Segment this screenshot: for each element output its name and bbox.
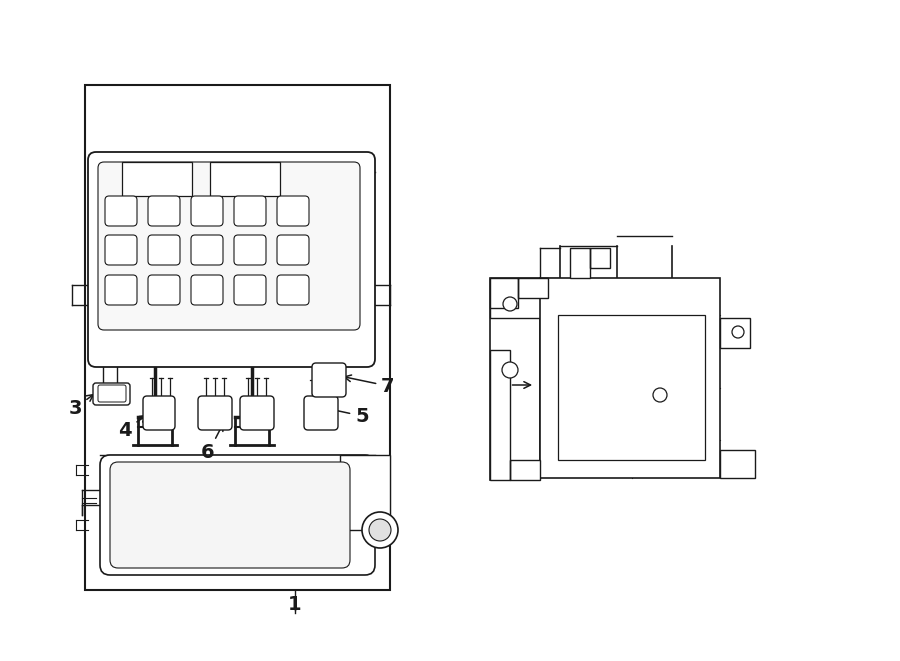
- Circle shape: [653, 388, 667, 402]
- Polygon shape: [570, 248, 610, 278]
- Text: 3: 3: [68, 395, 94, 418]
- Text: 1: 1: [288, 596, 302, 615]
- Circle shape: [362, 512, 398, 548]
- FancyBboxPatch shape: [98, 385, 126, 402]
- FancyBboxPatch shape: [98, 162, 360, 330]
- Bar: [85, 85, 390, 590]
- FancyBboxPatch shape: [277, 275, 309, 305]
- FancyBboxPatch shape: [143, 396, 175, 430]
- FancyBboxPatch shape: [105, 275, 137, 305]
- FancyBboxPatch shape: [240, 396, 274, 430]
- FancyBboxPatch shape: [100, 455, 375, 575]
- Bar: [210, 162, 280, 196]
- Text: 4: 4: [118, 416, 147, 440]
- Bar: [558, 315, 705, 460]
- Text: 7: 7: [345, 375, 395, 395]
- Bar: [540, 278, 720, 478]
- Circle shape: [502, 362, 518, 378]
- FancyBboxPatch shape: [277, 235, 309, 265]
- Polygon shape: [490, 278, 548, 308]
- Circle shape: [369, 519, 391, 541]
- Circle shape: [732, 326, 744, 338]
- FancyBboxPatch shape: [105, 196, 137, 226]
- FancyBboxPatch shape: [148, 196, 180, 226]
- FancyBboxPatch shape: [88, 152, 375, 367]
- Bar: [720, 318, 750, 348]
- FancyBboxPatch shape: [312, 363, 346, 397]
- FancyBboxPatch shape: [304, 396, 338, 430]
- FancyBboxPatch shape: [148, 235, 180, 265]
- Bar: [490, 278, 540, 480]
- Text: 6: 6: [202, 424, 223, 463]
- Circle shape: [503, 297, 517, 311]
- FancyBboxPatch shape: [110, 462, 350, 568]
- FancyBboxPatch shape: [148, 275, 180, 305]
- FancyBboxPatch shape: [277, 196, 309, 226]
- FancyBboxPatch shape: [234, 196, 266, 226]
- FancyBboxPatch shape: [191, 235, 223, 265]
- Text: 2: 2: [128, 522, 184, 557]
- Text: 5: 5: [324, 406, 369, 426]
- Bar: [340, 455, 390, 530]
- FancyBboxPatch shape: [105, 235, 137, 265]
- Text: 8: 8: [493, 375, 530, 395]
- FancyBboxPatch shape: [234, 275, 266, 305]
- FancyBboxPatch shape: [198, 396, 232, 430]
- Bar: [720, 450, 755, 478]
- FancyBboxPatch shape: [191, 275, 223, 305]
- FancyBboxPatch shape: [93, 383, 130, 405]
- Bar: [122, 162, 192, 196]
- FancyBboxPatch shape: [191, 196, 223, 226]
- Bar: [490, 278, 548, 318]
- FancyBboxPatch shape: [234, 235, 266, 265]
- Polygon shape: [490, 350, 540, 480]
